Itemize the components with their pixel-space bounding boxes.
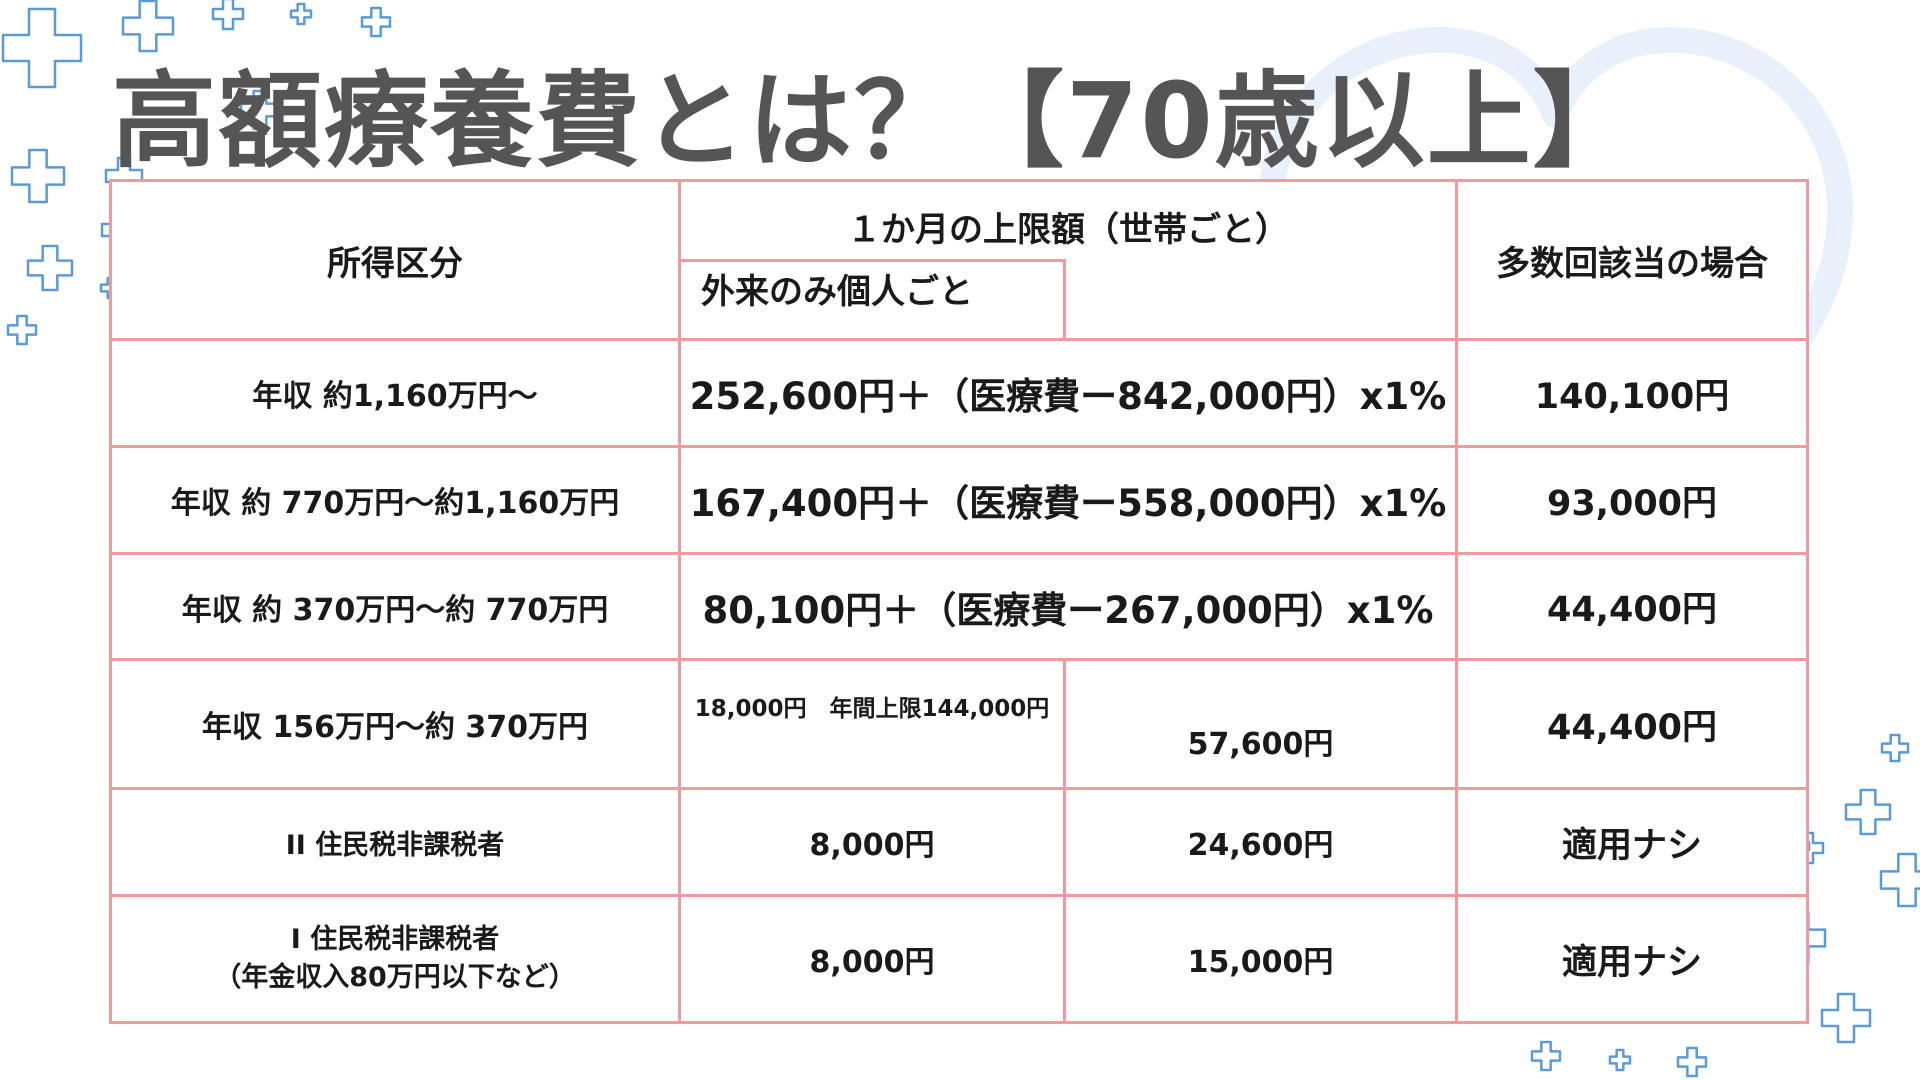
grid-line [1455,182,1458,1021]
plus-outline-icon [1676,1046,1708,1078]
grid-line [112,787,1806,790]
row-6-outpatient: 8,000円 [809,945,935,980]
row-3-household: 80,100円＋（医療費ー267,000円）x1% [702,588,1434,632]
page-title: 高額療養費とは？【70歳以上】 [112,60,1639,182]
row-2-household: 167,400円＋（医療費ー558,000円）x1% [689,482,1447,525]
grid-line [112,445,1806,448]
plus-outline-icon [211,0,245,31]
plus-outline-icon [121,0,175,53]
plus-outline-icon [1608,1048,1632,1072]
plus-outline-icon [289,2,313,26]
row-5-income: II 住民税非課税者 [285,829,505,861]
grid-line [112,658,1806,661]
grid-line [112,338,1806,341]
plus-outline-icon [1,7,83,89]
plus-outline-icon [10,148,66,204]
plus-outline-icon [239,89,281,131]
row-2-income: 年収 約 770万円～約1,160万円 [170,486,620,521]
row-6-household: 15,000円 [1187,945,1334,980]
row-4-outpatient: 18,000円 年間上限144,000円 [694,696,1050,722]
row-1-multiple: 140,100円 [1534,376,1730,417]
plus-outline-icon [1530,1040,1562,1072]
row-5-household: 24,600円 [1187,828,1334,863]
grid-line [112,894,1806,897]
row-1-income: 年収 約1,160万円～ [252,379,538,414]
plus-outline-icon [1844,788,1892,836]
grid-line [1063,260,1066,340]
grid-line [1063,659,1066,1021]
plus-outline-icon [26,244,74,292]
cost-limit-table: 所得区分 １か月の上限額（世帯ごと） 外来のみ個人ごと 多数回該当の場合 年収 … [109,179,1809,1024]
row-3-income: 年収 約 370万円～約 770万円 [181,592,609,628]
header-monthly-limit: １か月の上限額（世帯ごと） [847,209,1289,250]
header-income: 所得区分 [327,243,463,284]
plus-outline-icon [1879,852,1920,908]
plus-outline-icon [6,314,38,346]
row-2-multiple: 93,000円 [1546,483,1718,524]
row-1-household: 252,600円＋（医療費ー842,000円）x1% [689,375,1447,418]
row-4-multiple: 44,400円 [1546,707,1718,748]
row-6-income-line1: I 住民税非課税者 [290,924,500,956]
grid-line [112,552,1806,555]
row-6-income: I 住民税非課税者 （年金収入80万円以下など） [112,897,678,1021]
plus-outline-icon [1820,992,1872,1044]
row-5-outpatient: 8,000円 [809,828,935,863]
row-5-multiple: 適用ナシ [1561,825,1702,866]
row-3-multiple: 44,400円 [1546,590,1718,630]
header-multiple: 多数回該当の場合 [1496,243,1768,284]
plus-outline-icon [1880,733,1910,763]
row-6-multiple: 適用ナシ [1561,942,1702,983]
header-outpatient: 外来のみ個人ごと [701,271,973,312]
grid-line [678,259,1066,262]
row-4-household: 57,600円 [1187,727,1334,762]
plus-outline-icon [360,6,392,38]
row-4-income: 年収 156万円～約 370万円 [201,710,589,745]
grid-line [678,182,681,1021]
row-6-income-line2: （年金収入80万円以下など） [214,962,576,993]
